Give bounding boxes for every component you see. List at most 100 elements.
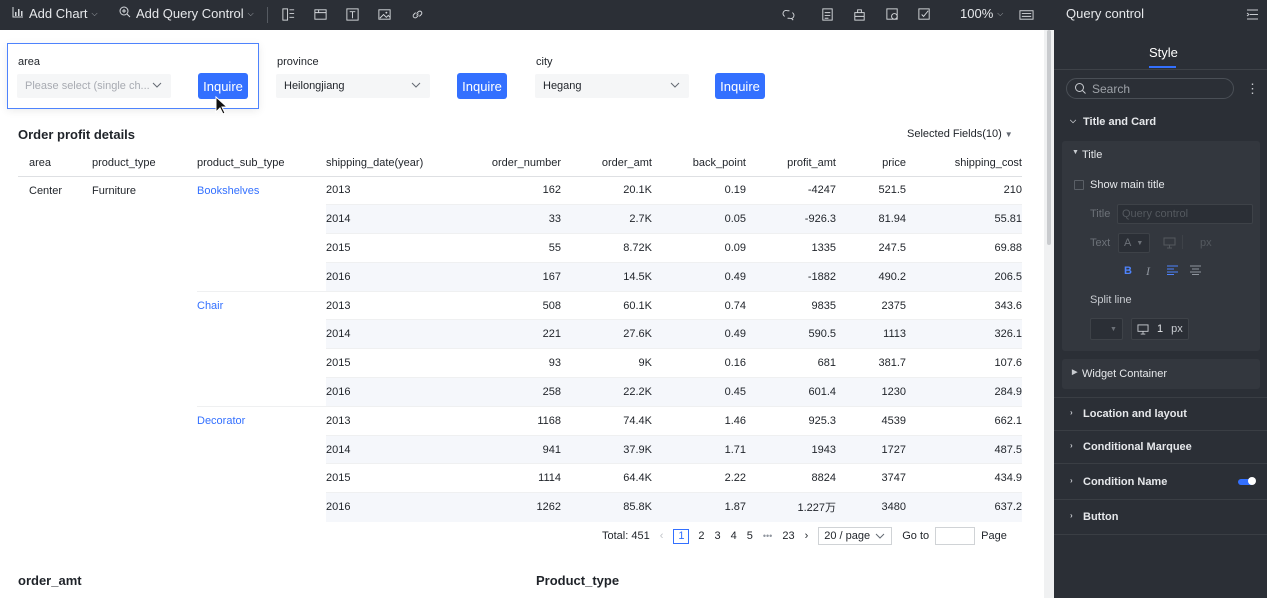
layout-icon[interactable] bbox=[280, 6, 296, 22]
table-cell: 662.1 bbox=[906, 405, 1022, 436]
chevron-down-icon: ⌵ bbox=[1070, 116, 1077, 125]
image-icon[interactable] bbox=[376, 6, 392, 22]
page-button[interactable]: 3 bbox=[714, 530, 721, 542]
table-cell: 0.49 bbox=[652, 261, 746, 292]
area-select[interactable]: Please select (single ch... bbox=[17, 74, 171, 98]
align-center-icon[interactable] bbox=[1190, 265, 1201, 275]
split-line-label: Split line bbox=[1090, 294, 1132, 306]
pagination: Total: 451 ‹ 1 2 3 4 5 ••• 23 › 20 / pag… bbox=[602, 527, 1007, 545]
split-line-width-input[interactable]: 1 px bbox=[1131, 318, 1189, 340]
caret-down-icon: ▼ bbox=[1004, 130, 1013, 139]
search-icon bbox=[1075, 83, 1086, 94]
subsection-label: Title bbox=[1082, 149, 1103, 161]
table-cell: -926.3 bbox=[746, 204, 836, 234]
page-ellipsis[interactable]: ••• bbox=[762, 531, 773, 541]
page-button-current[interactable]: 1 bbox=[673, 528, 690, 544]
table-row: 2015 55 8.72K 0.09 1335 247.5 69.88 bbox=[18, 233, 1022, 263]
table-cell: 37.9K bbox=[561, 434, 652, 464]
area-label: area bbox=[18, 56, 41, 68]
add-chart-button[interactable]: Add Chart ⌵ bbox=[12, 6, 98, 21]
column-header[interactable]: product_type bbox=[92, 150, 197, 177]
selected-widget-outline[interactable] bbox=[7, 43, 259, 109]
dashboard-canvas: area Please select (single ch... Inquire… bbox=[0, 30, 1044, 598]
checkbox-icon[interactable] bbox=[916, 6, 932, 22]
page-button-last[interactable]: 23 bbox=[782, 530, 795, 542]
chevron-right-icon: › bbox=[1070, 511, 1073, 520]
column-header[interactable]: shipping_date(year) bbox=[326, 150, 446, 177]
page-button[interactable]: 5 bbox=[746, 530, 753, 542]
bold-icon[interactable]: B bbox=[1124, 265, 1132, 277]
table-title: Order profit details bbox=[18, 127, 136, 142]
table-cell: 2016 bbox=[326, 377, 446, 407]
page-size-select[interactable]: 20 / page bbox=[818, 527, 893, 545]
selected-fields-dropdown[interactable]: Selected Fields(10) ▼ bbox=[907, 128, 1013, 140]
table-cell: 81.94 bbox=[836, 204, 906, 234]
goto-page-input[interactable] bbox=[935, 527, 976, 545]
tab-style[interactable]: Style bbox=[1149, 45, 1178, 60]
tab-container-icon[interactable] bbox=[312, 6, 328, 22]
font-color-select[interactable]: A ▼ bbox=[1118, 233, 1150, 253]
column-header[interactable]: area bbox=[18, 150, 92, 177]
product-type-cell: Furniture bbox=[92, 184, 137, 197]
section-divider bbox=[1054, 397, 1267, 398]
province-select[interactable]: Heilongjiang bbox=[276, 74, 430, 98]
page-button[interactable]: 4 bbox=[730, 530, 737, 542]
table-cell: 0.49 bbox=[652, 319, 746, 349]
table-cell: 1262 bbox=[446, 492, 561, 522]
table-cell: 508 bbox=[446, 290, 561, 320]
province-inquire-button[interactable]: Inquire bbox=[457, 73, 507, 99]
section-divider bbox=[1054, 534, 1267, 535]
table-cell: 0.74 bbox=[652, 290, 746, 320]
align-left-icon[interactable] bbox=[1167, 265, 1178, 275]
italic-icon[interactable]: I bbox=[1146, 264, 1150, 278]
collapse-panel-icon[interactable] bbox=[1246, 8, 1259, 21]
column-header[interactable]: shipping_cost bbox=[906, 150, 1022, 177]
component-icon[interactable] bbox=[851, 6, 867, 22]
table-cell: 1230 bbox=[836, 377, 906, 407]
chevron-down-icon bbox=[875, 533, 885, 539]
mouse-cursor-icon bbox=[215, 96, 229, 115]
linkage-icon[interactable] bbox=[780, 6, 796, 22]
next-page-icon[interactable]: › bbox=[804, 530, 809, 542]
area-inquire-button[interactable]: Inquire bbox=[198, 73, 248, 99]
document-icon[interactable] bbox=[819, 6, 835, 22]
table-cell: 284.9 bbox=[906, 377, 1022, 407]
product-sub-type-link[interactable]: Chair bbox=[197, 290, 326, 407]
area-cell: Center bbox=[29, 184, 63, 197]
table-cell: 3747 bbox=[836, 463, 906, 493]
chevron-right-icon: › bbox=[1070, 476, 1073, 485]
panel-search-input[interactable]: Search bbox=[1066, 78, 1234, 99]
font-size-input[interactable] bbox=[1182, 235, 1183, 249]
column-header[interactable]: price bbox=[836, 150, 906, 177]
zoom-dropdown[interactable]: 100% ⌵ bbox=[960, 6, 1003, 21]
city-select[interactable]: Hegang bbox=[535, 74, 689, 98]
table-cell: 2013 bbox=[326, 405, 446, 436]
city-inquire-button[interactable]: Inquire bbox=[715, 73, 765, 99]
chevron-down-icon: ⌵ bbox=[247, 8, 254, 18]
search-placeholder: Search bbox=[1092, 81, 1131, 96]
column-header[interactable]: product_sub_type bbox=[197, 150, 326, 177]
product-sub-type-link[interactable]: Bookshelves bbox=[197, 184, 260, 197]
preview-icon[interactable] bbox=[884, 6, 900, 22]
caret-down-icon: ▼ bbox=[1110, 325, 1117, 333]
add-query-control-button[interactable]: Add Query Control ⌵ bbox=[119, 6, 254, 21]
scrollbar-thumb[interactable] bbox=[1047, 30, 1051, 245]
page-button[interactable]: 2 bbox=[698, 530, 705, 542]
title-input[interactable]: Query control bbox=[1117, 204, 1253, 224]
column-header[interactable]: profit_amt bbox=[746, 150, 836, 177]
column-header[interactable]: order_amt bbox=[561, 150, 652, 177]
split-line-style-select[interactable]: ▼ bbox=[1090, 318, 1123, 340]
condition-name-toggle[interactable] bbox=[1238, 477, 1256, 485]
canvas-scrollbar[interactable] bbox=[1044, 30, 1054, 598]
more-options-icon[interactable]: ⋮ bbox=[1246, 81, 1259, 96]
table-cell: 2014 bbox=[326, 204, 446, 234]
link-icon[interactable] bbox=[409, 6, 425, 22]
product-sub-type-link[interactable]: Decorator bbox=[197, 405, 326, 522]
show-main-title-checkbox[interactable] bbox=[1074, 180, 1084, 190]
table-cell: 2013 bbox=[326, 290, 446, 320]
column-header[interactable]: order_number bbox=[446, 150, 561, 177]
text-icon[interactable] bbox=[344, 6, 360, 22]
column-header[interactable]: back_point bbox=[652, 150, 746, 177]
keyboard-icon[interactable] bbox=[1018, 6, 1034, 22]
prev-page-icon[interactable]: ‹ bbox=[659, 530, 664, 542]
